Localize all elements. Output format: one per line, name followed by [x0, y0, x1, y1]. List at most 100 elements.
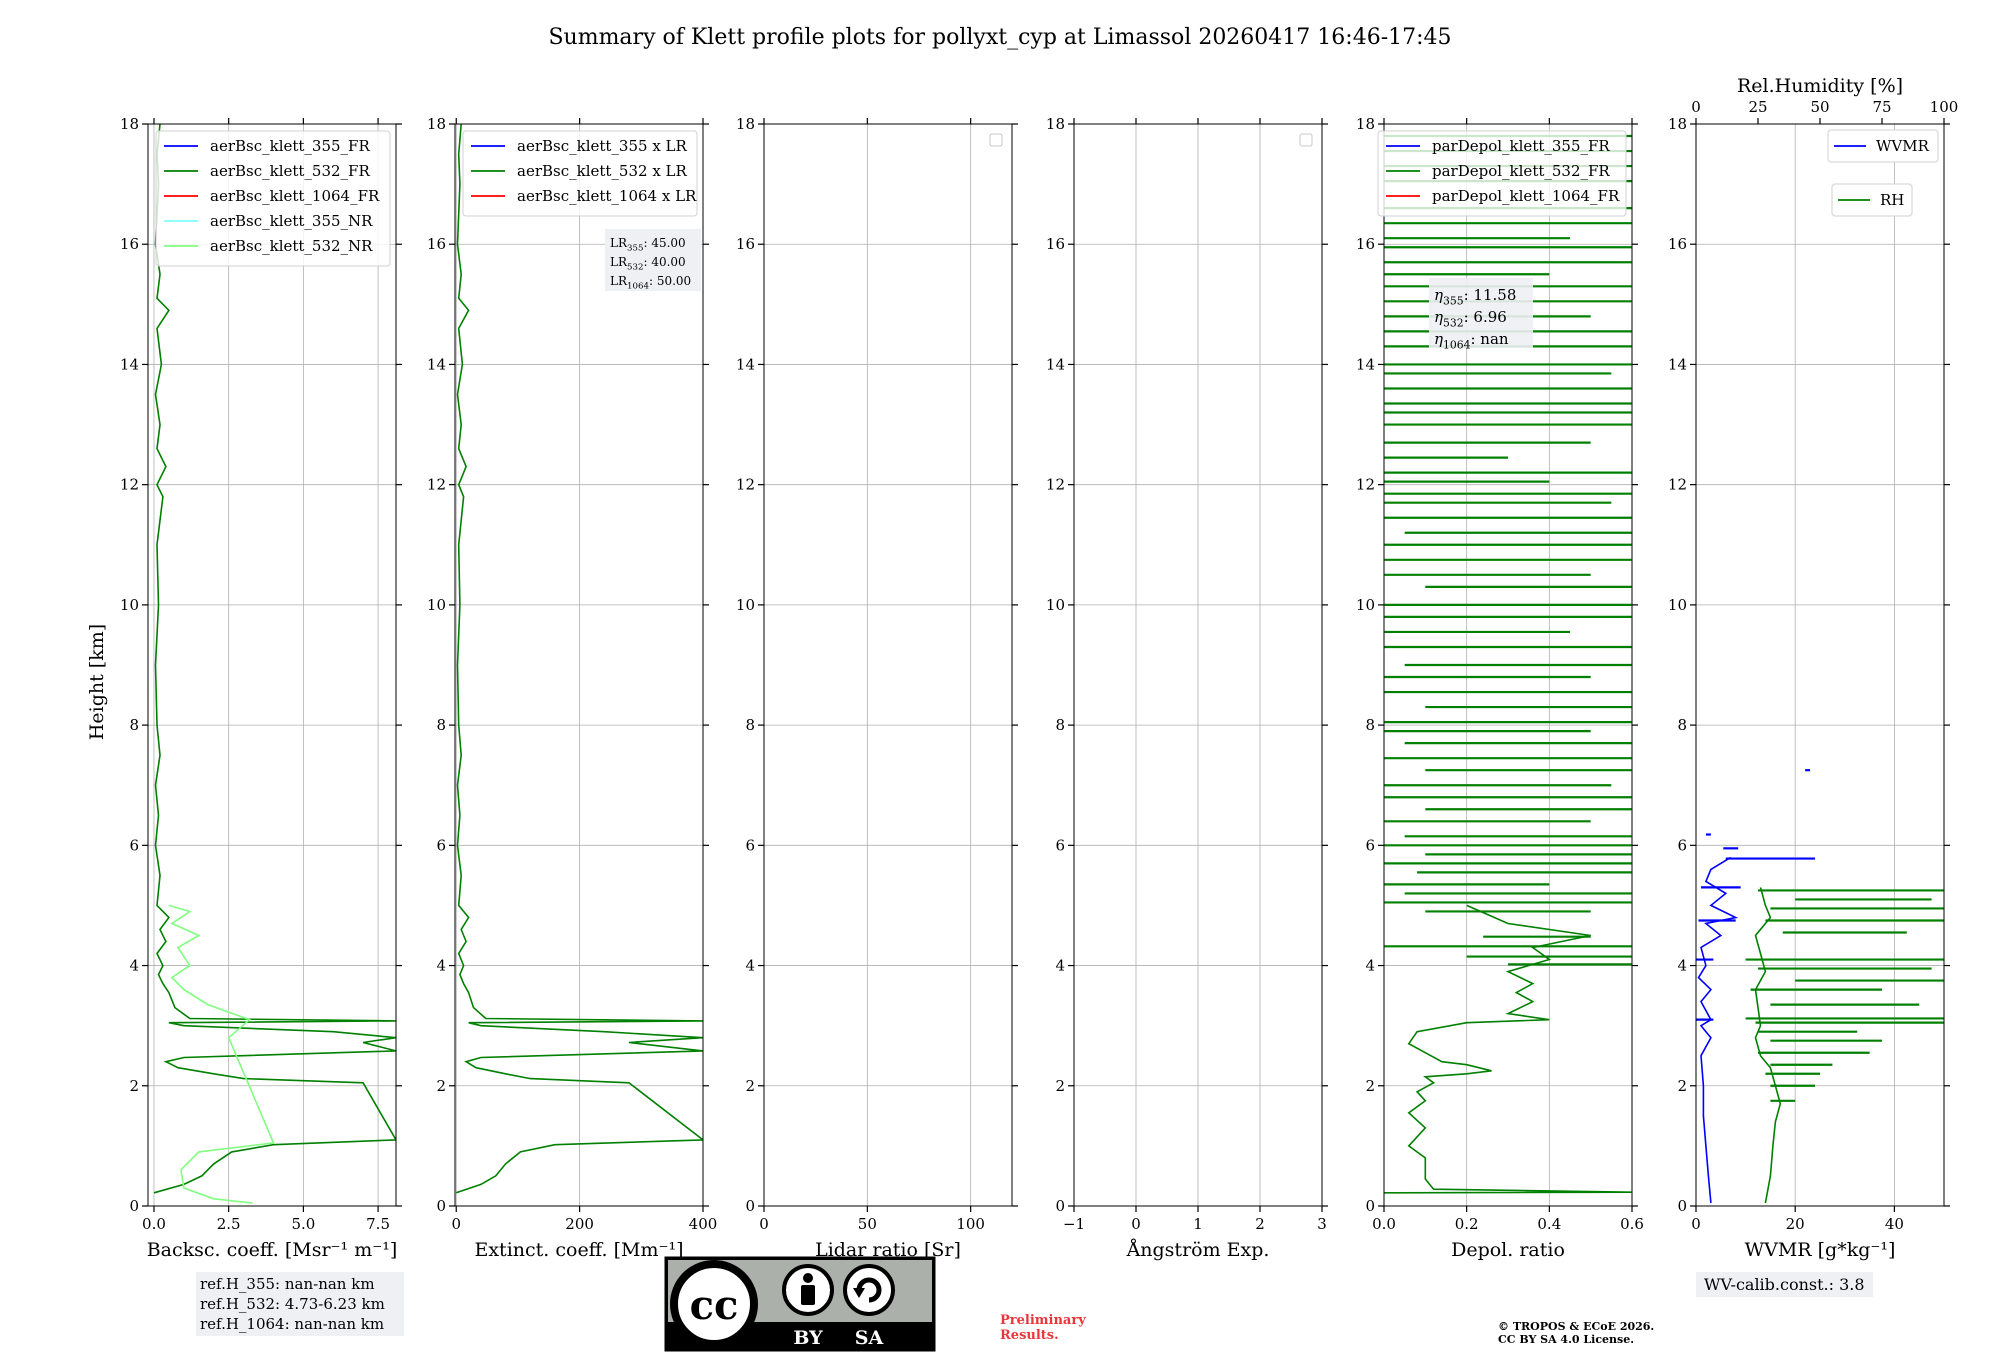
- y-tick-label: 2: [1677, 1077, 1687, 1095]
- y-tick-label: 14: [1356, 355, 1375, 373]
- panel-backscatter: 0 2 4 6 8 10 12 14 16 18 0.0 2.5 5.0 7.5 Backsc. coeff…: [120, 115, 402, 1261]
- series-line-WVMR: [1697, 856, 1739, 1204]
- x-axis-label: Lidar ratio [Sr]: [815, 1239, 961, 1261]
- x-axis-label: Backsc. coeff. [Msr⁻¹ m⁻¹]: [147, 1239, 398, 1261]
- axes-frame: [147, 123, 397, 1207]
- panel-depol: 0 2 4 6 8 10 12 14 16 18 0.0 0.2 0.4 0.6 Depol. ratio p…: [1356, 115, 1644, 1261]
- y-tick-label: 16: [427, 235, 446, 253]
- y-tick-label: 4: [1055, 957, 1065, 975]
- legend-depol: parDepol_klett_355_FR parDepol_klett_532_…: [1377, 130, 1627, 217]
- y-tick-label: 4: [436, 957, 446, 975]
- y-tick-label: 4: [129, 957, 139, 975]
- panel-lidar_ratio: 0 2 4 6 8 10 12 14 16 18 0 50 100 Lidar ratio [Sr]: [736, 115, 1018, 1261]
- legend-backscatter: aerBsc_klett_355_FR aerBsc_klett_532_FRae…: [155, 130, 391, 267]
- y-tick-label: 16: [1356, 235, 1375, 253]
- wv-calibration-box: WV-calib.const.: 3.8: [1696, 1272, 1873, 1297]
- y-tick-label: 18: [736, 115, 755, 133]
- y-tick-label: 12: [1668, 476, 1687, 494]
- y-tick-label: 6: [129, 836, 139, 854]
- y-tick-label: 4: [1365, 957, 1375, 975]
- legend-label: aerBsc_klett_532_NR: [210, 237, 373, 255]
- y-tick-label: 14: [120, 355, 139, 373]
- y-tick-label: 8: [1365, 716, 1375, 734]
- legend-label: aerBsc_klett_532 x LR: [517, 162, 688, 180]
- preliminary-results-note: Preliminary Results.: [1000, 1313, 1086, 1343]
- y-tick-label: 0: [436, 1197, 446, 1215]
- x-tick-label: 0: [1691, 1215, 1701, 1233]
- legend-extinction: aerBsc_klett_355 x LR aerBsc_klett_532 x …: [462, 130, 698, 217]
- y-tick-label: 18: [1668, 115, 1687, 133]
- copyright-line-2: CC BY SA 4.0 License.: [1498, 1333, 1635, 1346]
- y-tick-label: 2: [1055, 1077, 1065, 1095]
- y-tick-label: 8: [745, 716, 755, 734]
- x-tick-label: 20: [1786, 1215, 1805, 1233]
- legend-box: [1377, 130, 1627, 217]
- y-tick-label: 12: [427, 476, 446, 494]
- y-tick-label: 4: [745, 957, 755, 975]
- cc-circle-icon: [670, 1260, 758, 1348]
- y-tick-label: 16: [1046, 235, 1065, 253]
- eta-info-line: η355: 11.58: [1434, 286, 1516, 308]
- y-tick-label: 2: [129, 1077, 139, 1095]
- x-tick-label: 0.0: [1372, 1215, 1396, 1233]
- top-x-tick-label: 75: [1872, 98, 1891, 116]
- x-tick-label: 0: [1131, 1215, 1141, 1233]
- x-tick-label: 100: [956, 1215, 985, 1233]
- y-tick-label: 18: [1356, 115, 1375, 133]
- legend-label: aerBsc_klett_1064_FR: [210, 187, 380, 205]
- axes-frame: [454, 123, 704, 1207]
- y-tick-label: 14: [427, 355, 446, 373]
- series-line-RH: [1754, 887, 1782, 1204]
- legend-box: [155, 130, 391, 267]
- series-line-aerBsc_klett_532 x LR: [455, 124, 703, 1194]
- series-line-aerBsc_klett_532_FR: [153, 124, 396, 1194]
- copyright-line-1: © TROPOS & ECoE 2026.: [1498, 1320, 1655, 1333]
- x-tick-label: 50: [858, 1215, 877, 1233]
- axes-frame: [1383, 123, 1633, 1207]
- by-label: BY: [793, 1327, 823, 1349]
- y-tick-label: 18: [427, 115, 446, 133]
- data-layer: [455, 124, 703, 1194]
- x-tick-label: 400: [689, 1215, 718, 1233]
- legend-label: aerBsc_klett_1064 x LR: [517, 187, 697, 205]
- y-axis-label: Height [km]: [86, 624, 108, 740]
- legend-WVMR: WVMR: [1827, 129, 1939, 163]
- y-tick-label: 18: [1046, 115, 1065, 133]
- lidar-ratio-info-line: LR532: 40.00: [610, 255, 686, 273]
- y-tick-label: 6: [745, 836, 755, 854]
- sa-share-icon: [843, 1264, 895, 1316]
- cc-logo-text: cc: [690, 1282, 739, 1329]
- y-tick-label: 10: [427, 596, 446, 614]
- x-axis-label: Extinct. coeff. [Mm⁻¹]: [474, 1239, 683, 1261]
- axes-frame: [763, 123, 1013, 1207]
- sa-label: SA: [855, 1327, 884, 1349]
- x-tick-label: 3: [1317, 1215, 1327, 1233]
- x-axis-label: WVMR [g*kg⁻¹]: [1745, 1239, 1896, 1261]
- axes-frame: [1695, 123, 1945, 1207]
- x-tick-label: 7.5: [366, 1215, 390, 1233]
- legend-RH: RH: [1831, 183, 1913, 217]
- y-tick-label: 12: [120, 476, 139, 494]
- empty-legend-box: [1299, 133, 1313, 147]
- legend-label: WVMR: [1876, 137, 1930, 155]
- y-tick-label: 8: [436, 716, 446, 734]
- data-layer: [1696, 769, 1944, 1204]
- eta-info-box: [1429, 278, 1533, 348]
- eta-info-line: η1064: nan: [1434, 330, 1509, 352]
- y-tick-label: 14: [736, 355, 755, 373]
- y-tick-label: 16: [736, 235, 755, 253]
- lidar-ratio-info-line: LR1064: 50.00: [610, 274, 691, 292]
- legend-label: parDepol_klett_532_FR: [1432, 162, 1610, 180]
- top-x-axis-label: Rel.Humidity [%]: [1737, 75, 1903, 97]
- lidar-ratio-info-line: LR355: 45.00: [610, 236, 686, 254]
- preliminary-line-2: Results.: [1000, 1328, 1059, 1343]
- reference-height-box: ref.H_355: nan-nan km ref.H_532: 4.73-6.…: [196, 1272, 404, 1336]
- legend-label: aerBsc_klett_532_FR: [210, 162, 370, 180]
- legend-label: RH: [1880, 191, 1904, 209]
- x-tick-label: 1: [1193, 1215, 1203, 1233]
- legend-label: aerBsc_klett_355_NR: [210, 212, 373, 230]
- eta-info-line: η532: 6.96: [1434, 308, 1507, 330]
- y-tick-label: 6: [1365, 836, 1375, 854]
